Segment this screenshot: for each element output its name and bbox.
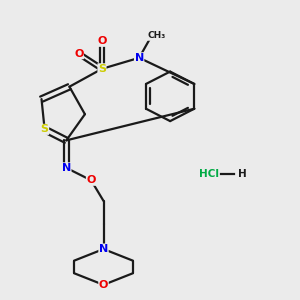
Text: O: O bbox=[74, 49, 83, 59]
Text: N: N bbox=[99, 244, 108, 254]
Text: CH₃: CH₃ bbox=[147, 31, 165, 40]
Text: O: O bbox=[86, 175, 96, 185]
Text: S: S bbox=[40, 124, 49, 134]
Text: HCl: HCl bbox=[199, 169, 219, 178]
Text: N: N bbox=[134, 53, 144, 63]
Text: S: S bbox=[98, 64, 106, 74]
Text: H: H bbox=[238, 169, 247, 178]
Text: N: N bbox=[62, 163, 71, 173]
Text: O: O bbox=[97, 36, 106, 46]
Text: O: O bbox=[99, 280, 108, 290]
